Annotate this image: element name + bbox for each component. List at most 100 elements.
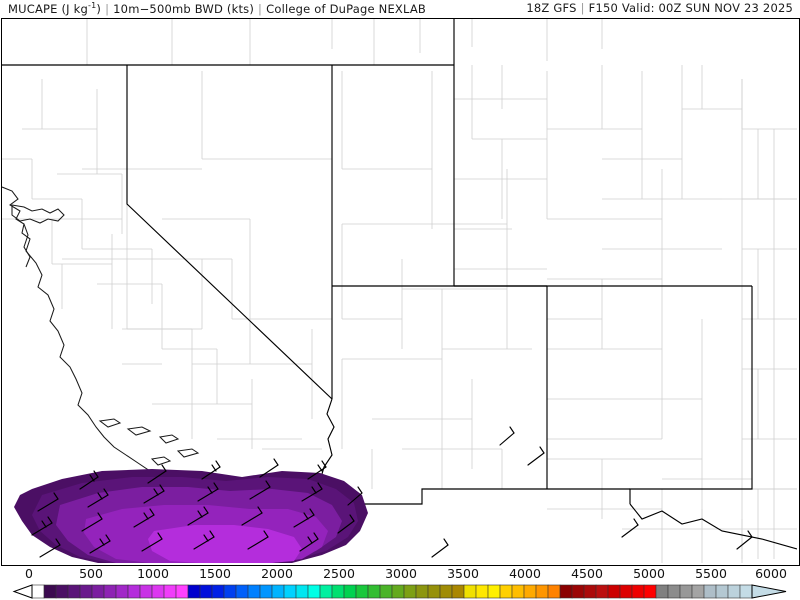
colorbar-cell	[283, 584, 297, 599]
wind-barb	[301, 482, 323, 502]
colorbar-cell	[199, 584, 213, 599]
source-label: College of DuPage NEXLAB	[266, 1, 427, 16]
colorbar-cell	[655, 584, 669, 599]
wind-barb	[621, 518, 639, 538]
colorbar-cell	[583, 584, 597, 599]
colorbar-cell	[499, 584, 513, 599]
colorbar-cell	[211, 584, 225, 599]
mucape-shaded-field	[14, 469, 368, 563]
colorbar-cell	[319, 584, 333, 599]
title-right: 18Z GFS | F150 Valid: 00Z SUN NOV 23 2025	[526, 1, 793, 15]
colorbar-tick-labels: 0 500 1000 1500 2000 2500 3000 3500 4000…	[0, 565, 800, 582]
colorbar-swatches[interactable]	[0, 583, 800, 600]
coastline-layer	[2, 186, 233, 514]
colorbar-cell	[103, 584, 117, 599]
colorbar-cell	[727, 584, 741, 599]
colorbar-cell	[343, 584, 357, 599]
colorbar-cell	[403, 584, 417, 599]
colorbar-cell	[295, 584, 309, 599]
colorbar-tick-500: 500	[79, 566, 103, 581]
colorbar-tick-6000: 6000	[755, 566, 787, 581]
wind-barb	[31, 516, 53, 536]
colorbar-cell	[427, 584, 441, 599]
colorbar-cell	[67, 584, 81, 599]
colorbar-arrow-right-icon	[751, 584, 787, 599]
colorbar-tick-3500: 3500	[447, 566, 479, 581]
wind-barb	[187, 506, 209, 526]
colorbar-cell	[175, 584, 189, 599]
title-separator-3: |	[580, 1, 585, 15]
colorbar-cell	[703, 584, 717, 599]
wind-barb	[201, 460, 221, 480]
wind-barb	[337, 514, 355, 534]
wind-barb	[37, 492, 59, 512]
colorbar-cell	[187, 584, 201, 599]
colorbar-cell	[691, 584, 705, 599]
colorbar-tick-2000: 2000	[261, 566, 293, 581]
colorbar-cell	[631, 584, 645, 599]
colorbar-cell	[715, 584, 729, 599]
colorbar-cell	[679, 584, 693, 599]
wind-barb	[141, 532, 163, 552]
colorbar-cell	[547, 584, 561, 599]
colorbar-cell	[247, 584, 261, 599]
colorbar-cell	[415, 584, 429, 599]
colorbar-cell	[595, 584, 609, 599]
colorbar-cell	[475, 584, 489, 599]
colorbar-cell	[271, 584, 285, 599]
product-label: MUCAPE (J kg-1)	[8, 1, 102, 16]
wind-barb	[431, 538, 449, 558]
wind-barb	[81, 512, 103, 532]
wind-barb	[259, 458, 279, 478]
model-run-label: 18Z GFS	[526, 1, 577, 15]
county-borders-layer	[2, 19, 797, 563]
title-separator-1: |	[105, 1, 110, 16]
title-bar: MUCAPE (J kg-1) | 10m−500mb BWD (kts) | Coll…	[0, 0, 800, 17]
colorbar-cell	[571, 584, 585, 599]
colorbar-tick-5500: 5500	[695, 566, 727, 581]
colorbar-cell	[127, 584, 141, 599]
cape-band-1125	[148, 525, 302, 563]
colorbar-cell	[511, 584, 525, 599]
colorbar-cell	[391, 584, 405, 599]
wind-barb	[736, 530, 753, 550]
colorbar-cell	[367, 584, 381, 599]
title-separator-2: |	[258, 1, 263, 16]
colorbar-cell	[139, 584, 153, 599]
wind-barb	[247, 530, 269, 550]
wind-barb	[39, 538, 61, 558]
wind-barb	[89, 534, 111, 554]
colorbar-tick-1500: 1500	[199, 566, 231, 581]
colorbar-cell	[223, 584, 237, 599]
colorbar-cell	[235, 584, 249, 599]
colorbar-cell	[607, 584, 621, 599]
wind-barb	[307, 460, 327, 480]
colorbar-cell	[331, 584, 345, 599]
overlay-label: 10m−500mb BWD (kts)	[113, 1, 255, 16]
colorbar-cell	[163, 584, 177, 599]
map-graphic	[2, 19, 797, 563]
wind-barb	[79, 470, 99, 490]
map-canvas[interactable]	[1, 18, 800, 566]
colorbar-cell	[31, 584, 45, 599]
colorbar-cell	[451, 584, 465, 599]
wind-barb	[499, 426, 515, 446]
colorbar-tick-4000: 4000	[509, 566, 541, 581]
wind-barb	[249, 480, 271, 500]
title-left: MUCAPE (J kg-1) | 10m−500mb BWD (kts) | Coll…	[8, 1, 426, 16]
wind-barb	[197, 482, 219, 502]
colorbar-cell	[523, 584, 537, 599]
wind-barb	[241, 506, 263, 526]
colorbar-tick-2500: 2500	[323, 566, 355, 581]
colorbar-cell	[259, 584, 273, 599]
colorbar-cell	[487, 584, 501, 599]
colorbar-cell	[55, 584, 69, 599]
colorbar-cell	[667, 584, 681, 599]
colorbar-cell	[439, 584, 453, 599]
colorbar-arrow-left-icon	[12, 584, 33, 599]
colorbar-cell	[91, 584, 105, 599]
colorbar-tick-5000: 5000	[633, 566, 665, 581]
valid-time-label: F150 Valid: 00Z SUN NOV 23 2025	[588, 1, 793, 15]
wind-barbs-layer	[31, 426, 753, 558]
